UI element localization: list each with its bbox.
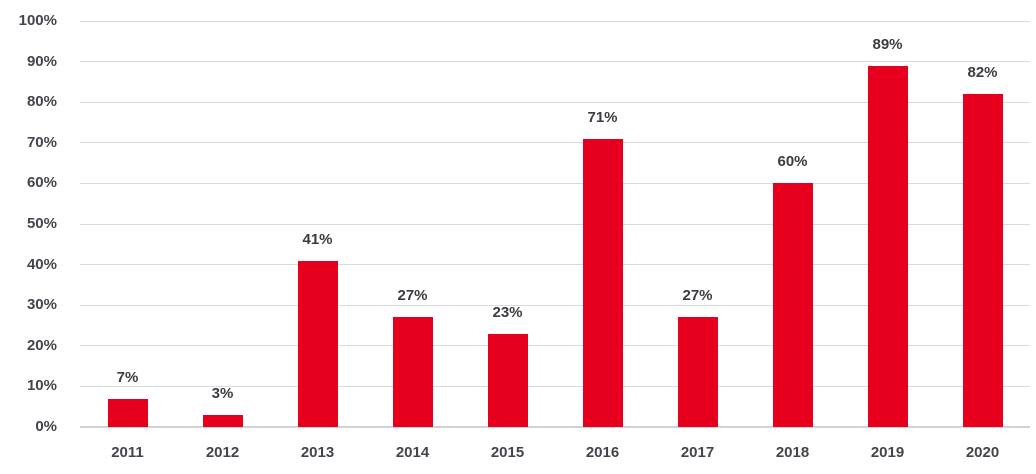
y-tick-label: 20%: [26, 336, 57, 354]
bar-value-label: 82%: [967, 64, 998, 82]
y-tick-label: 40%: [26, 255, 57, 273]
bar-2019: [867, 65, 908, 427]
gridline: [80, 182, 1030, 184]
bar-2016: [582, 138, 623, 427]
bar-2020: [962, 94, 1003, 427]
x-tick-label: 2015: [490, 444, 525, 461]
x-tick-label: 2011: [111, 444, 144, 461]
bar-2013: [297, 260, 338, 427]
bar-value-label: 71%: [587, 108, 618, 126]
bar-value-label: 7%: [116, 368, 139, 386]
x-tick-label: 2020: [965, 444, 1000, 461]
gridline: [80, 61, 1030, 63]
y-tick-label: 90%: [26, 52, 57, 70]
bar-2017: [677, 317, 718, 427]
bar-2018: [772, 183, 813, 427]
y-tick-label: 80%: [26, 93, 57, 111]
gridline: [80, 264, 1030, 266]
x-tick-label: 2018: [775, 444, 810, 461]
bar-value-label: 3%: [211, 384, 234, 402]
x-axis-line: [80, 426, 1030, 428]
bar-value-label: 27%: [397, 287, 428, 305]
y-tick-label: 60%: [26, 174, 57, 192]
x-tick-label: 2017: [680, 444, 715, 461]
bar-2015: [487, 333, 528, 427]
bar-value-label: 89%: [872, 35, 903, 53]
y-tick-label: 70%: [26, 133, 57, 151]
bar-value-label: 41%: [302, 230, 333, 248]
gridline: [80, 101, 1030, 103]
y-tick-label: 0%: [35, 418, 57, 435]
gridline: [80, 385, 1030, 387]
gridline: [80, 20, 1030, 22]
y-tick-label: 50%: [26, 215, 57, 232]
y-tick-label: 10%: [26, 377, 57, 395]
x-tick-label: 2014: [395, 444, 430, 461]
gridline: [80, 304, 1030, 306]
y-tick-label: 100%: [18, 12, 57, 29]
x-tick-label: 2019: [870, 444, 905, 461]
gridline: [80, 223, 1030, 225]
gridline: [80, 345, 1030, 347]
bar-value-label: 60%: [777, 153, 808, 171]
bar-value-label: 23%: [492, 303, 523, 321]
x-tick-label: 2012: [205, 444, 240, 461]
bar-2011: [107, 398, 148, 427]
x-tick-label: 2016: [585, 444, 620, 461]
y-tick-label: 30%: [26, 296, 57, 314]
bar-value-label: 27%: [682, 287, 713, 305]
gridline: [80, 142, 1030, 144]
x-tick-label: 2013: [300, 444, 335, 461]
bar-2014: [392, 317, 433, 427]
bar-2012: [202, 414, 243, 427]
